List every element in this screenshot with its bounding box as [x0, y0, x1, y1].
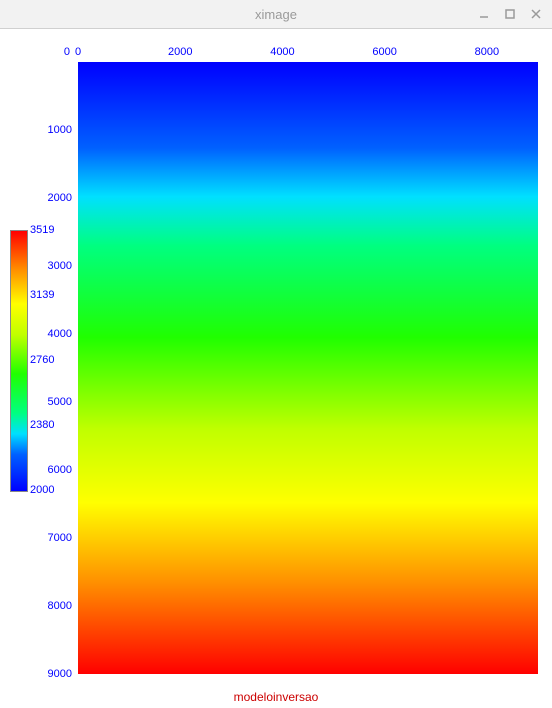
x-tick-label: 0 — [75, 46, 81, 58]
x-tick-label: 6000 — [372, 46, 396, 58]
x-tick-label: 8000 — [475, 46, 499, 58]
y-tick-label: 6000 — [48, 464, 72, 476]
window-controls — [472, 0, 548, 28]
close-button[interactable] — [524, 4, 548, 24]
window-title: ximage — [0, 7, 552, 22]
colorbar-tick-label: 2380 — [30, 419, 54, 431]
y-tick-label: 9000 — [48, 668, 72, 680]
y-tick-label: 5000 — [48, 396, 72, 408]
colorbar — [10, 230, 28, 492]
window: ximage 0 2000 4000 6000 8000 0 1000 2000 3000 40… — [0, 0, 552, 708]
heatmap-plot — [78, 62, 538, 674]
y-tick-label: 4000 — [48, 328, 72, 340]
caption: modeloinversao — [0, 690, 552, 704]
content-area: 0 2000 4000 6000 8000 0 1000 2000 3000 4000 5000 6… — [0, 28, 552, 708]
y-tick-label: 8000 — [48, 600, 72, 612]
minimize-button[interactable] — [472, 4, 496, 24]
y-tick-label: 7000 — [48, 532, 72, 544]
y-tick-label: 1000 — [48, 124, 72, 136]
colorbar-tick-label: 3139 — [30, 289, 54, 301]
colorbar-tick-label: 2760 — [30, 354, 54, 366]
x-tick-label: 2000 — [168, 46, 192, 58]
y-tick-label: 3000 — [48, 260, 72, 272]
titlebar: ximage — [0, 0, 552, 29]
y-tick-label: 0 — [64, 46, 70, 58]
y-tick-label: 2000 — [48, 192, 72, 204]
colorbar-tick-label: 3519 — [30, 224, 54, 236]
colorbar-tick-label: 2000 — [30, 484, 54, 496]
x-tick-label: 4000 — [270, 46, 294, 58]
heatmap-gradient — [78, 62, 538, 674]
maximize-button[interactable] — [498, 4, 522, 24]
